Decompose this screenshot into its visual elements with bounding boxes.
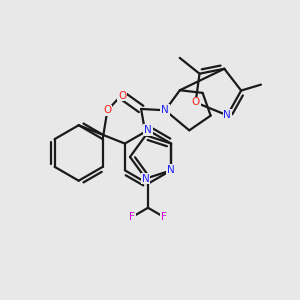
Text: F: F bbox=[129, 212, 135, 222]
Text: O: O bbox=[191, 98, 200, 107]
Text: N: N bbox=[142, 174, 150, 184]
Text: N: N bbox=[224, 110, 231, 120]
Text: F: F bbox=[161, 212, 167, 222]
Text: N: N bbox=[161, 105, 169, 115]
Text: O: O bbox=[103, 105, 112, 116]
Text: N: N bbox=[167, 165, 175, 175]
Text: N: N bbox=[144, 125, 152, 135]
Text: O: O bbox=[118, 91, 127, 100]
